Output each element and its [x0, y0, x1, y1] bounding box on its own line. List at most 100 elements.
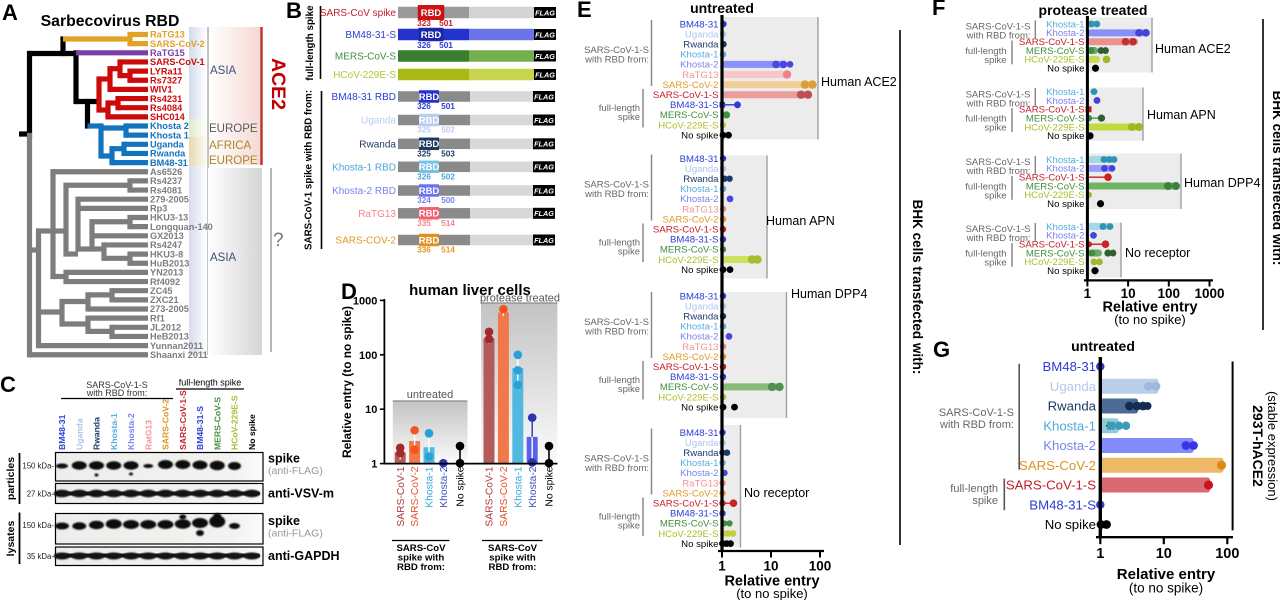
- svg-text:spike: spike: [618, 521, 640, 532]
- svg-text:full-length: full-length: [599, 375, 640, 386]
- svg-text:Khosta-2: Khosta-2: [1046, 231, 1084, 242]
- svg-text:SARS-CoV-1: SARS-CoV-1: [485, 466, 496, 526]
- svg-text:502: 502: [441, 125, 455, 135]
- svg-text:Khosta-1 RBD: Khosta-1 RBD: [332, 162, 396, 173]
- svg-text:335: 335: [417, 218, 431, 228]
- svg-text:Khosta-2: Khosta-2: [126, 413, 136, 450]
- svg-text:502: 502: [441, 172, 455, 182]
- svg-text:Uganda: Uganda: [685, 301, 719, 312]
- svg-text:BM48-31-S: BM48-31-S: [1029, 497, 1096, 512]
- svg-text:GX2013: GX2013: [150, 231, 184, 241]
- svg-text:SARS-CoV-2: SARS-CoV-2: [663, 80, 719, 91]
- svg-text:BHK cells transfected with:: BHK cells transfected with:: [1270, 91, 1280, 266]
- svg-text:MERS-CoV-S: MERS-CoV-S: [212, 397, 222, 450]
- svg-text:Rwanda: Rwanda: [683, 174, 719, 185]
- svg-text:SARS-CoV-1-S: SARS-CoV-1-S: [1019, 173, 1085, 184]
- svg-text:SARS-CoV-1-S: SARS-CoV-1-S: [584, 45, 649, 56]
- svg-text:RaTG13: RaTG13: [150, 30, 185, 40]
- svg-text:Khosta-1: Khosta-1: [109, 413, 119, 450]
- svg-text:1: 1: [1084, 286, 1092, 301]
- svg-text:Khosta 2: Khosta 2: [150, 121, 189, 131]
- svg-text:Shaanxi 2011: Shaanxi 2011: [150, 350, 208, 360]
- svg-text:RaTG13: RaTG13: [682, 204, 718, 215]
- svg-text:FLAG: FLAG: [535, 52, 555, 61]
- svg-text:FLAG: FLAG: [535, 8, 555, 17]
- svg-text:SARS-CoV-2: SARS-CoV-2: [410, 466, 421, 526]
- svg-text:untreated: untreated: [407, 389, 453, 401]
- svg-text:ZXC21: ZXC21: [150, 295, 179, 305]
- svg-text:full-length: full-length: [965, 114, 1006, 125]
- svg-text:324: 324: [417, 195, 431, 205]
- svg-text:100: 100: [359, 350, 377, 362]
- svg-text:full-length: full-length: [950, 483, 998, 495]
- svg-text:Khosta-1: Khosta-1: [1043, 418, 1096, 433]
- svg-text:100: 100: [809, 559, 832, 574]
- svg-text:Khosta-2: Khosta-2: [1043, 438, 1096, 453]
- svg-text:FLAG: FLAG: [534, 116, 554, 125]
- svg-text:Rs4081: Rs4081: [150, 185, 182, 195]
- svg-text:(anti-FLAG): (anti-FLAG): [268, 465, 323, 477]
- svg-text:full-length spike: full-length spike: [179, 378, 242, 388]
- svg-text:spike: spike: [984, 191, 1006, 202]
- svg-text:Khosta-1: Khosta-1: [513, 466, 524, 507]
- svg-text:BM48-31-S: BM48-31-S: [670, 100, 719, 111]
- svg-text:SARS-CoV spike: SARS-CoV spike: [320, 8, 397, 19]
- svg-text:full-length: full-length: [965, 249, 1006, 260]
- svg-text:No receptor: No receptor: [744, 486, 809, 500]
- svg-text:RBD: RBD: [419, 209, 440, 220]
- svg-text:Sarbecovirus RBD: Sarbecovirus RBD: [41, 13, 180, 30]
- svg-text:SARS-CoV-1-S: SARS-CoV-1-S: [653, 90, 719, 101]
- svg-text:Khosta-1: Khosta-1: [680, 184, 718, 195]
- svg-text:RBD from:: RBD from:: [489, 562, 537, 573]
- svg-text:BM48-31: BM48-31: [680, 154, 719, 165]
- svg-text:spike: spike: [618, 384, 640, 395]
- svg-text:MERS-CoV-S: MERS-CoV-S: [1026, 181, 1085, 192]
- svg-text:SARS-CoV-1-S: SARS-CoV-1-S: [1019, 37, 1085, 48]
- svg-text:spike: spike: [618, 112, 640, 123]
- svg-text:RBD: RBD: [419, 115, 440, 126]
- svg-text:BHK cells transfected with:: BHK cells transfected with:: [910, 200, 925, 375]
- svg-text:No spike: No spike: [1045, 517, 1096, 532]
- svg-text:untreated: untreated: [1071, 338, 1135, 354]
- svg-text:with RBD from:: with RBD from:: [86, 388, 148, 398]
- svg-text:Rp3: Rp3: [150, 204, 167, 214]
- svg-text:10: 10: [1156, 546, 1172, 562]
- svg-text:Rf4092: Rf4092: [150, 277, 180, 287]
- svg-text:EUROPE: EUROPE: [209, 123, 258, 135]
- svg-text:Uganda: Uganda: [685, 29, 719, 40]
- svg-text:ACE2: ACE2: [267, 58, 289, 110]
- svg-text:Khosta-2: Khosta-2: [1046, 96, 1084, 107]
- svg-text:with RBD from:: with RBD from:: [584, 463, 649, 474]
- svg-text:RBD: RBD: [419, 139, 440, 150]
- svg-text:protease treated: protease treated: [1039, 2, 1148, 18]
- svg-text:spike: spike: [268, 514, 300, 528]
- svg-text:ZC45: ZC45: [150, 286, 172, 296]
- svg-text:10: 10: [365, 404, 377, 416]
- svg-text:No spike: No spike: [681, 402, 718, 413]
- svg-text:No spike: No spike: [1047, 64, 1084, 75]
- svg-text:Rwanda: Rwanda: [1048, 399, 1097, 414]
- svg-text:No spike: No spike: [247, 414, 257, 450]
- svg-text:SARS-CoV-1-S: SARS-CoV-1-S: [1006, 478, 1096, 493]
- svg-text:RBD: RBD: [419, 162, 440, 173]
- svg-text:Human DPP4: Human DPP4: [1184, 176, 1260, 190]
- svg-text:Uganda: Uganda: [685, 164, 719, 175]
- svg-text:BM48-31-S: BM48-31-S: [195, 406, 205, 450]
- svg-text:150 kDa-: 150 kDa-: [22, 462, 54, 471]
- svg-text:(to no spike): (to no spike): [1129, 581, 1203, 596]
- svg-text:EUROPE: EUROPE: [209, 155, 258, 167]
- svg-text:SARS-CoV-1-S: SARS-CoV-1-S: [939, 407, 1014, 419]
- svg-text:Uganda: Uganda: [361, 116, 396, 127]
- svg-text:RaTG13: RaTG13: [682, 70, 718, 81]
- svg-text:F: F: [932, 0, 945, 20]
- svg-text:FLAG: FLAG: [534, 186, 554, 195]
- svg-text:particles: particles: [5, 457, 17, 500]
- svg-text:D: D: [341, 279, 357, 304]
- svg-text:full-length spike: full-length spike: [305, 5, 316, 81]
- svg-text:with RBD from:: with RBD from:: [584, 327, 649, 338]
- svg-text:G: G: [933, 337, 950, 362]
- svg-text:with RBD from:: with RBD from:: [939, 419, 1014, 431]
- svg-text:full-length: full-length: [599, 103, 640, 114]
- svg-text:Human ACE2: Human ACE2: [821, 75, 897, 89]
- svg-text:Rwanda: Rwanda: [92, 417, 102, 450]
